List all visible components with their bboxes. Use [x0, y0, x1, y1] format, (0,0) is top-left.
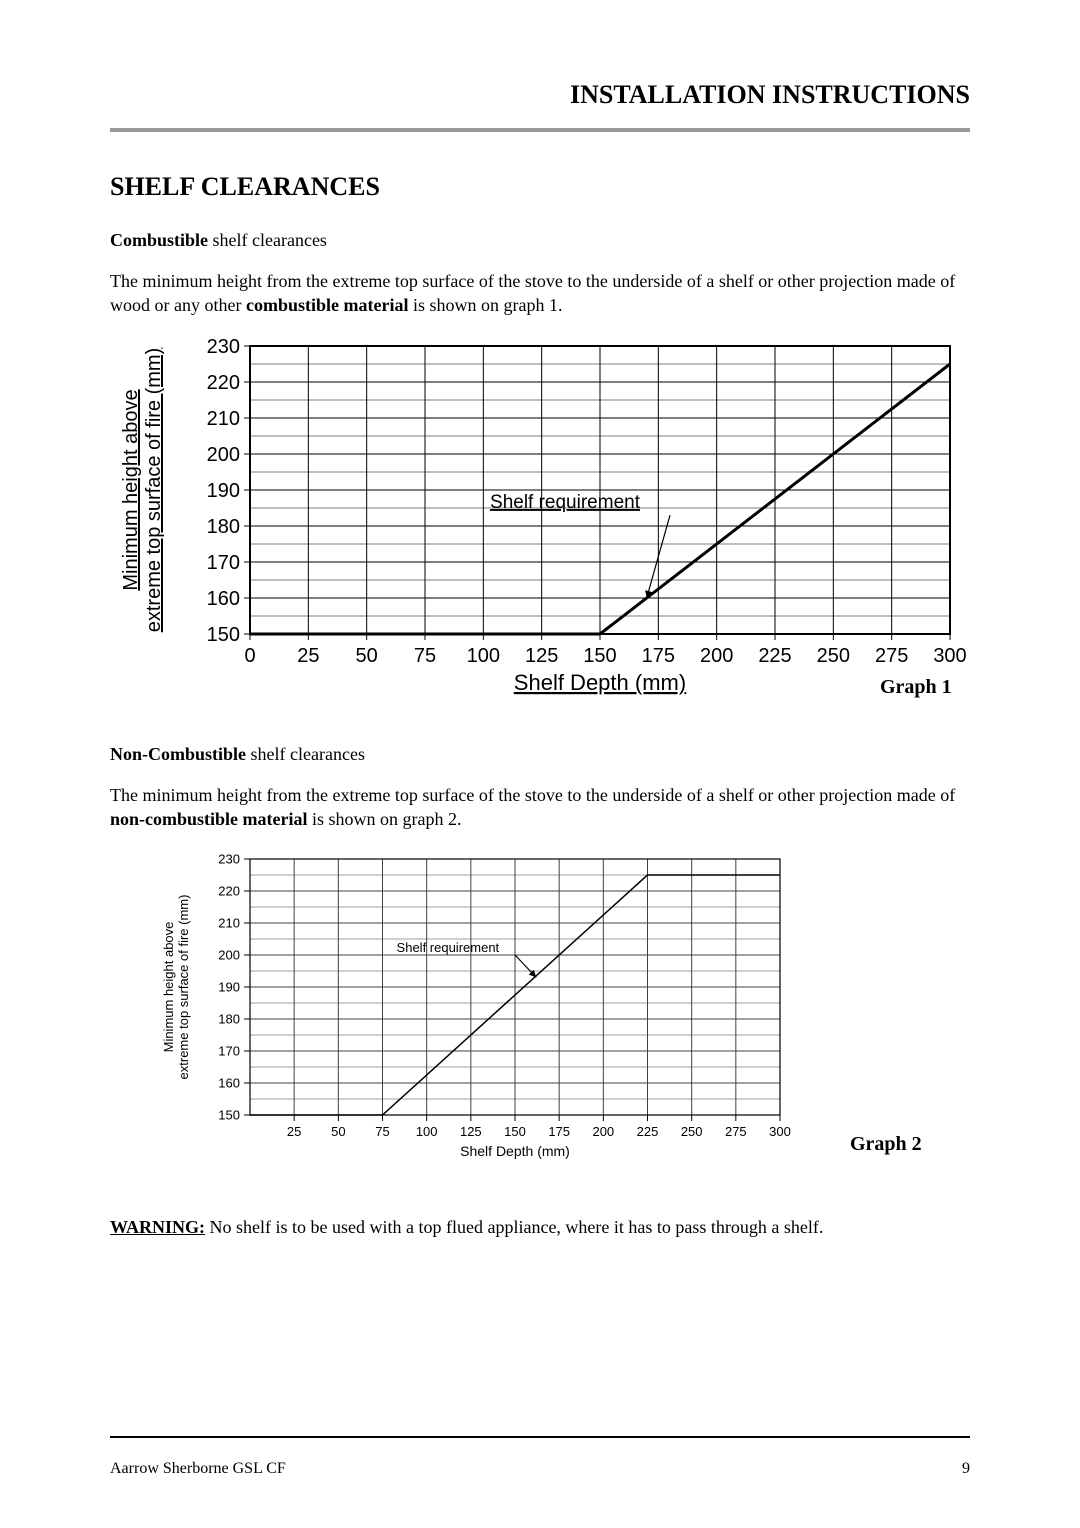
svg-text:220: 220 [218, 884, 240, 899]
svg-text:175: 175 [548, 1124, 570, 1139]
svg-text:170: 170 [218, 1044, 240, 1059]
svg-text:160: 160 [218, 1076, 240, 1091]
svg-text:Shelf requirement: Shelf requirement [490, 492, 641, 513]
subheading-combustible: Combustible shelf clearances [110, 230, 970, 251]
svg-text:150: 150 [504, 1124, 526, 1139]
para-text-b: combustible material [246, 295, 408, 315]
para2-text-b: non-combustible material [110, 809, 308, 829]
para2-text-c: is shown on graph 2. [308, 809, 462, 829]
svg-text:150: 150 [218, 1108, 240, 1123]
svg-text:230: 230 [207, 336, 240, 358]
svg-text:75: 75 [375, 1124, 389, 1139]
warning-text: WARNING: No shelf is to be used with a t… [110, 1217, 970, 1238]
chart-1-block: 0 25 50 75 100 125 150 175 200 225 250 275 300 150 160… [110, 336, 970, 716]
svg-text:200: 200 [700, 645, 733, 667]
svg-text:210: 210 [207, 408, 240, 430]
svg-text:Shelf Depth (mm): Shelf Depth (mm) [514, 670, 686, 695]
graph-2-label: Graph 2 [850, 1133, 922, 1156]
page-header-title: INSTALLATION INSTRUCTIONS [110, 80, 970, 110]
chart-2: 25 50 75 100 125 150 175 200 225 250 275 300 150 160 1… [110, 849, 810, 1189]
subheading-rest-2: shelf clearances [246, 744, 365, 764]
svg-text:150: 150 [207, 624, 240, 646]
svg-text:25: 25 [297, 645, 319, 667]
svg-text:Shelf requirement: Shelf requirement [397, 940, 500, 955]
svg-text:Minimum height above: Minimum height above [120, 389, 142, 590]
svg-text:220: 220 [207, 372, 240, 394]
svg-text:50: 50 [331, 1124, 345, 1139]
header-divider [110, 128, 970, 132]
warning-body: No shelf is to be used with a top flued … [205, 1217, 823, 1237]
svg-text:125: 125 [460, 1124, 482, 1139]
svg-text:300: 300 [769, 1124, 791, 1139]
svg-text:75: 75 [414, 645, 436, 667]
svg-text:180: 180 [218, 1012, 240, 1027]
para2-text-a: The minimum height from the extreme top … [110, 785, 955, 805]
footer-divider [110, 1436, 970, 1438]
svg-text:100: 100 [416, 1124, 438, 1139]
footer-page-number: 9 [962, 1460, 970, 1478]
svg-text:180: 180 [207, 516, 240, 538]
svg-text:0: 0 [244, 645, 255, 667]
svg-text:225: 225 [637, 1124, 659, 1139]
subheading-bold: Combustible [110, 230, 208, 250]
subheading-noncombustible: Non-Combustible shelf clearances [110, 744, 970, 765]
svg-text:210: 210 [218, 916, 240, 931]
svg-text:25: 25 [287, 1124, 301, 1139]
graph-1-label: Graph 1 [880, 676, 952, 699]
svg-text:125: 125 [525, 645, 558, 667]
svg-text:275: 275 [875, 645, 908, 667]
svg-text:200: 200 [207, 444, 240, 466]
svg-text:50: 50 [356, 645, 378, 667]
svg-text:Minimum height above: Minimum height above [161, 922, 176, 1053]
svg-text:Shelf Depth (mm): Shelf Depth (mm) [460, 1143, 570, 1159]
chart-1: 0 25 50 75 100 125 150 175 200 225 250 275 300 150 160… [110, 336, 980, 716]
svg-text:extreme top surface of fire (m: extreme top surface of fire (mm) [143, 347, 165, 632]
svg-text:190: 190 [207, 480, 240, 502]
svg-text:160: 160 [207, 588, 240, 610]
svg-text:200: 200 [218, 948, 240, 963]
svg-text:170: 170 [207, 552, 240, 574]
subheading-rest: shelf clearances [208, 230, 327, 250]
svg-text:300: 300 [933, 645, 966, 667]
svg-text:225: 225 [758, 645, 791, 667]
para-noncombustible: The minimum height from the extreme top … [110, 783, 970, 832]
para-combustible: The minimum height from the extreme top … [110, 269, 970, 318]
subheading-bold-2: Non-Combustible [110, 744, 246, 764]
svg-text:250: 250 [817, 645, 850, 667]
svg-text:200: 200 [592, 1124, 614, 1139]
svg-text:175: 175 [642, 645, 675, 667]
svg-text:250: 250 [681, 1124, 703, 1139]
svg-text:150: 150 [583, 645, 616, 667]
svg-text:extreme top surface of fire (m: extreme top surface of fire (mm) [176, 895, 191, 1080]
section-title: SHELF CLEARANCES [110, 172, 970, 202]
warning-label: WARNING: [110, 1217, 205, 1237]
svg-text:230: 230 [218, 852, 240, 867]
footer-left: Aarrow Sherborne GSL CF [110, 1460, 286, 1478]
svg-text:190: 190 [218, 980, 240, 995]
para-text-c: is shown on graph 1. [408, 295, 562, 315]
svg-text:275: 275 [725, 1124, 747, 1139]
svg-text:100: 100 [467, 645, 500, 667]
chart-2-block: 25 50 75 100 125 150 175 200 225 250 275 300 150 160 1… [110, 849, 970, 1189]
